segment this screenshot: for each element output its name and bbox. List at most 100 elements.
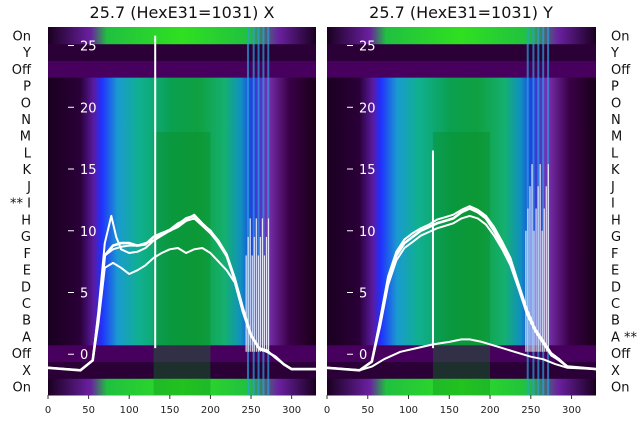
heatmap-row (48, 378, 316, 396)
row-label: M (611, 130, 622, 145)
series-line-4 (326, 338, 597, 372)
heatmap-row (327, 160, 596, 179)
heatmap-stripe (542, 27, 545, 395)
row-label: E (23, 264, 31, 279)
y-tick-label: 15 (80, 163, 97, 178)
heatmap-row (327, 144, 596, 162)
x-tick-label: 150 (440, 405, 459, 416)
row-label: K (611, 163, 620, 178)
row-label: A (22, 330, 31, 345)
heatmap-stripe (532, 27, 535, 395)
row-label: H (21, 213, 31, 228)
heatmap-stripe (262, 27, 265, 395)
y-tick-label: 0 (359, 348, 367, 363)
row-label: X (22, 364, 31, 379)
row-label: Y (22, 46, 31, 61)
x-tick-label: 300 (282, 405, 301, 416)
heatmap-row (327, 211, 596, 229)
x-tick-label: 100 (399, 405, 418, 416)
heatmap-row (48, 194, 316, 212)
heatmap-row (48, 77, 316, 95)
chart-title: 25.7 (HexE31=1031) Y (369, 3, 553, 22)
row-label: X (611, 364, 620, 379)
x-tick-label: 50 (361, 405, 374, 416)
y-tick-label: 5 (359, 287, 367, 302)
heatmap-row (327, 194, 596, 212)
heatmap-row (48, 294, 316, 312)
heatmap-row (327, 110, 596, 128)
y-tick-label: 5 (80, 287, 88, 302)
row-label: E (611, 264, 619, 279)
y-tick-label: 25 (80, 40, 97, 55)
row-label: On (13, 381, 31, 396)
heatmap-row (48, 43, 316, 61)
y-tick-label: 0 (80, 348, 88, 363)
y-tick-label: 20 (80, 101, 97, 116)
heatmap-row (327, 127, 596, 145)
heatmap-row (48, 60, 316, 78)
row-label: J (610, 180, 615, 195)
row-label: Off (12, 347, 32, 362)
x-tick-label: 250 (241, 405, 260, 416)
series-line-3 (326, 205, 597, 372)
heatmap-stripe (252, 27, 255, 395)
heatmap-row (48, 127, 316, 145)
heatmap-row (48, 177, 316, 195)
heatmap-row (48, 144, 316, 162)
row-label: F (24, 247, 31, 262)
row-label: F (611, 247, 618, 262)
row-label: L (24, 146, 32, 161)
heatmap-row (327, 328, 596, 346)
row-label: P (23, 80, 31, 95)
heatmap-row (48, 261, 316, 279)
heatmap-row (48, 110, 316, 128)
x-tick-label: 0 (324, 405, 330, 416)
x-tick-label: 150 (160, 405, 179, 416)
x-tick-label: 0 (45, 405, 51, 416)
y-tick-label: 20 (359, 101, 376, 116)
heatmap-row (327, 277, 596, 296)
row-label: C (611, 297, 620, 312)
heatmap-row (327, 227, 596, 245)
chart-title: 25.7 (HexE31=1031) X (90, 3, 275, 22)
row-label: C (22, 297, 31, 312)
heatmap-row (327, 60, 596, 78)
x-tick-label: 300 (562, 405, 581, 416)
heatmap-row (327, 43, 596, 61)
heatmap-row (327, 177, 596, 195)
heatmap-row (327, 77, 596, 95)
heatmap-row (327, 27, 596, 45)
row-label: H (611, 213, 621, 228)
row-label: B (611, 314, 620, 329)
row-label: On (611, 381, 629, 396)
row-label: Off (611, 63, 631, 78)
row-label: Y (610, 46, 619, 61)
row-label: Off (611, 347, 631, 362)
row-label: O (611, 96, 621, 111)
row-label: On (611, 29, 629, 44)
row-label: N (21, 113, 31, 128)
row-label: K (22, 163, 31, 178)
row-label: I (611, 197, 615, 212)
heatmap-row (327, 294, 596, 312)
heatmap-row (48, 211, 316, 229)
row-label: G (21, 230, 31, 245)
row-label: B (22, 314, 31, 329)
x-tick-label: 50 (82, 405, 95, 416)
heatmap-stripe (257, 27, 260, 395)
heatmap-row (48, 27, 316, 45)
heatmap-row (48, 93, 316, 112)
row-label: Off (12, 63, 32, 78)
heatmap-row (48, 344, 316, 363)
heatmap-stripe (267, 27, 270, 395)
x-tick-label: 250 (521, 405, 540, 416)
series-line-2 (326, 214, 597, 372)
heatmap-row (327, 378, 596, 396)
x-tick-label: 100 (120, 405, 139, 416)
heatmap-highlight (432, 131, 491, 396)
y-tick-label: 10 (80, 225, 97, 240)
row-label: A ** (611, 330, 638, 345)
